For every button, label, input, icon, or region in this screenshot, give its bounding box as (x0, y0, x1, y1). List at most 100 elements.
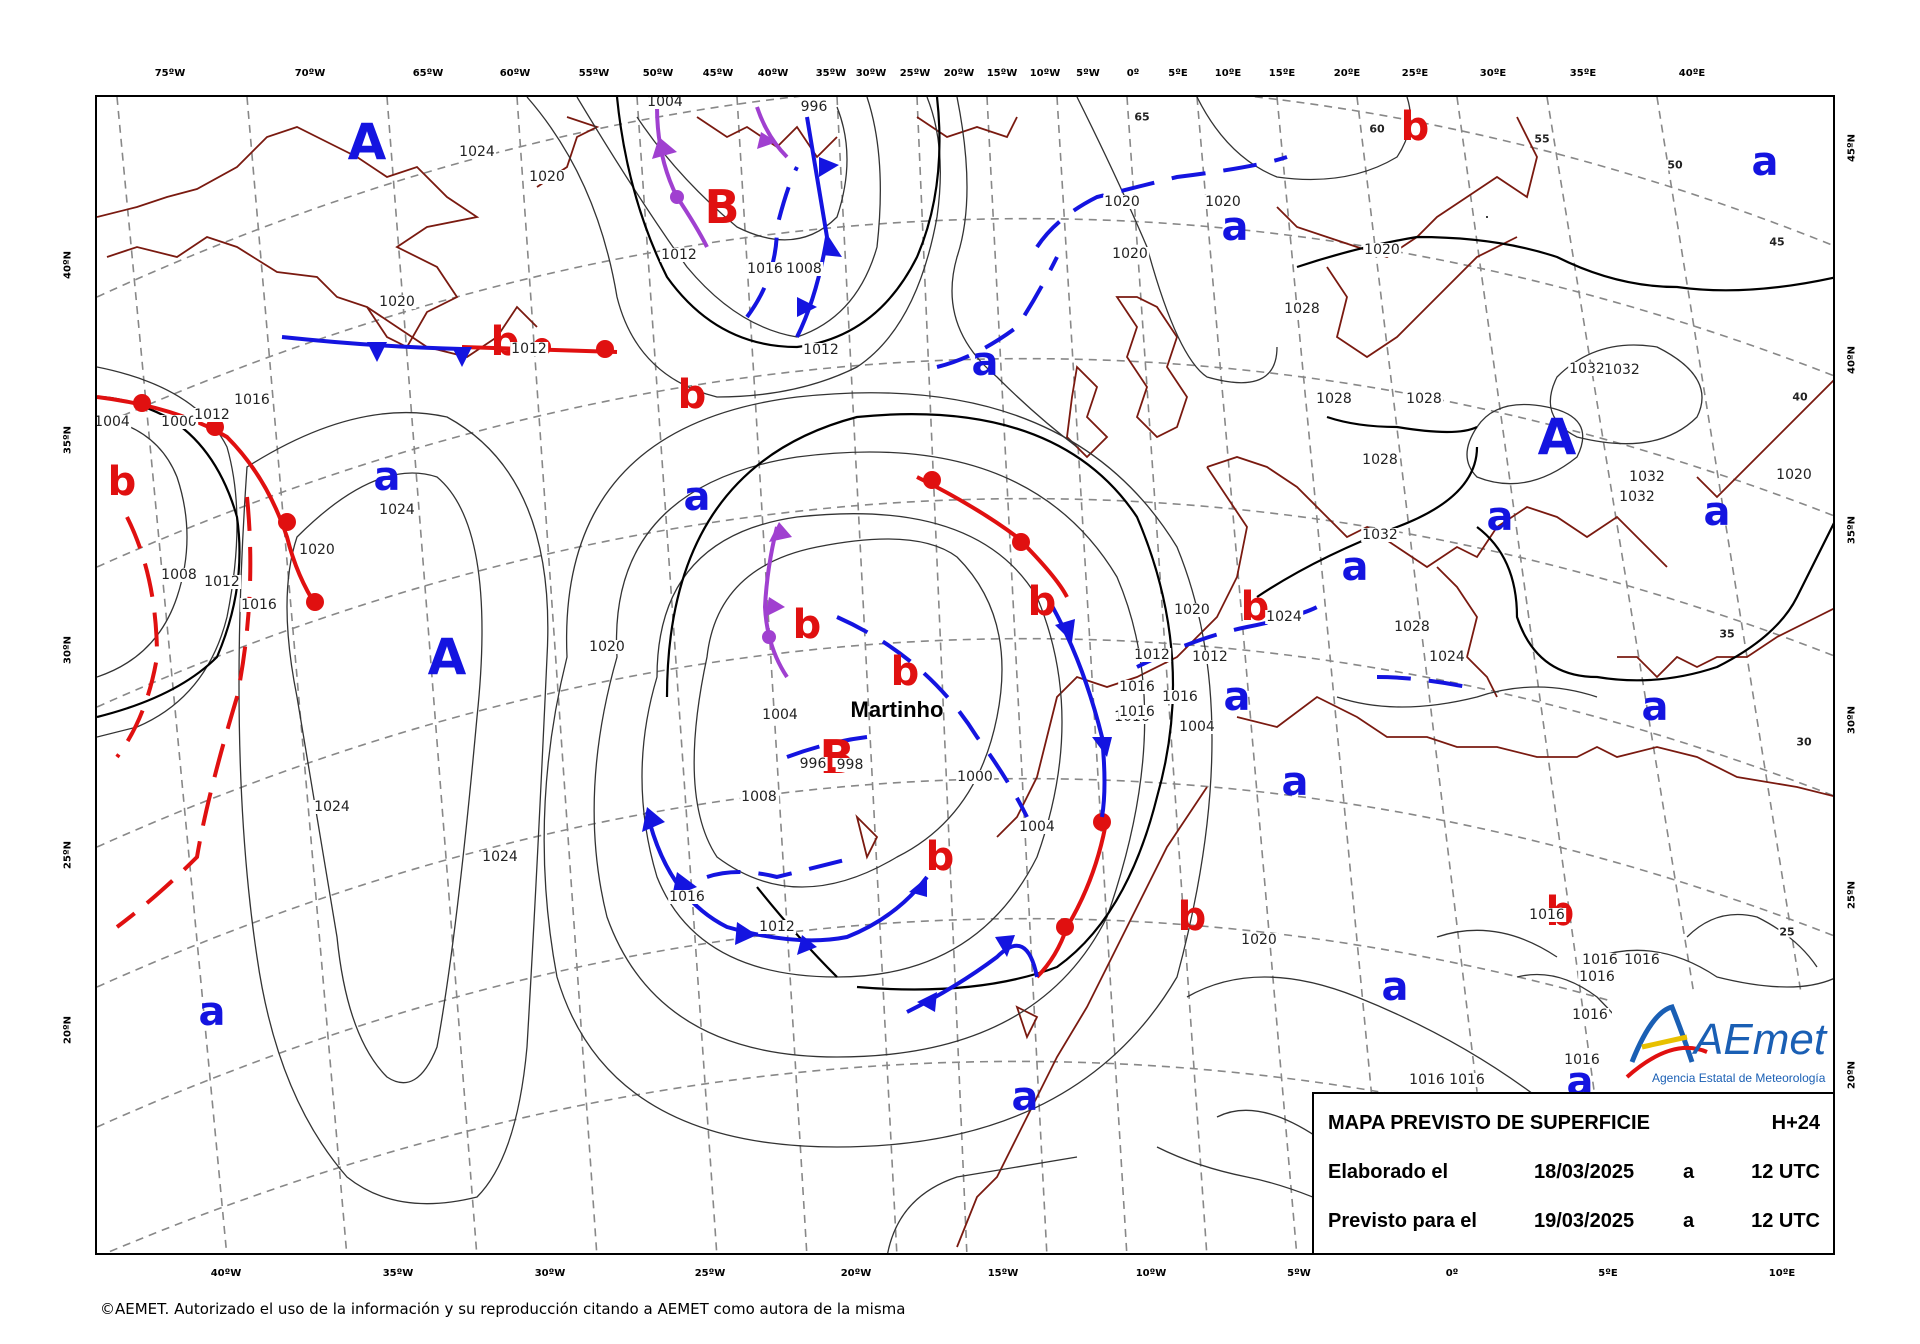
forecast-info-box: MAPA PREVISTO DE SUPERFICIE H+24 Elabora… (1312, 1092, 1833, 1253)
weak-low-label: b (1177, 894, 1207, 940)
high-center-label: A (427, 628, 467, 686)
top-tick-label: 15ºE (1268, 68, 1296, 79)
isobar-value: 1004 (646, 95, 684, 110)
valid-date: 19/03/2025 (1534, 1210, 1635, 1232)
isobar-dots (1486, 216, 1488, 218)
top-tick-label: 65ºW (412, 68, 444, 79)
isobar-value: 1016 (1161, 689, 1199, 705)
top-tick-label: 30ºE (1479, 68, 1507, 79)
right-tick-label: 30ºN (1846, 706, 1858, 734)
isobar-value: 1016 (240, 597, 278, 613)
isobar-value: 1008 (160, 567, 198, 583)
bottom-tick-label: 10ºW (1135, 1268, 1167, 1279)
isobar-value: 1016 (233, 392, 271, 408)
right-tick-label: 20ºN (1846, 1061, 1858, 1089)
right-tick-label: 40ºN (1846, 346, 1858, 374)
top-tick-label: 70ºW (294, 68, 326, 79)
isobar-value: 1032 (1628, 469, 1666, 485)
isobar-value: 1020 (528, 169, 566, 185)
weak-low-label: b (890, 649, 920, 695)
isobar-value: 1020 (1363, 242, 1401, 258)
isobar-value: 1016 (1528, 907, 1566, 923)
top-tick-label: 25ºW (899, 68, 931, 79)
top-tick-label: 45ºW (702, 68, 734, 79)
weak-high-label: a (198, 989, 226, 1035)
isobar-value: 1016 (1118, 704, 1156, 720)
issued-at: a (1683, 1161, 1695, 1183)
weak-high-label: a (971, 339, 999, 385)
high-center-label: A (347, 113, 387, 171)
copyright-notice: ©AEMET. Autorizado el uso de la informac… (100, 1300, 906, 1318)
top-tick-label: 40ºW (757, 68, 789, 79)
left-tick-label: 35ºN (62, 426, 74, 454)
top-tick-label: 35ºE (1569, 68, 1597, 79)
weak-high-label: a (1486, 494, 1514, 540)
right-tick-label: 45ºN (1846, 134, 1858, 162)
bottom-tick-label: 40ºW (210, 1268, 242, 1279)
top-tick-label: 40ºE (1678, 68, 1706, 79)
top-tick-label: 5ºE (1168, 68, 1188, 79)
bottom-tick-label: 15ºW (987, 1268, 1019, 1279)
right-tick-label: 35ºN (1846, 516, 1858, 544)
bottom-tick-label: 30ºW (534, 1268, 566, 1279)
isobar-value: 1020 (588, 639, 626, 655)
weak-high-label: a (1011, 1074, 1039, 1120)
isobar-value: 1016 (668, 889, 706, 905)
isobar-value: 1032 (1603, 362, 1641, 378)
logo-subtitle: Agencia Estatal de Meteorología (1652, 1071, 1826, 1085)
occluded-symbols (652, 132, 792, 644)
map-canvas (97, 97, 1833, 1253)
top-tick-label: 20ºE (1333, 68, 1361, 79)
cold-front-triangles (367, 157, 1112, 1012)
bottom-tick-label: 20ºW (840, 1268, 872, 1279)
bold-isobars (97, 97, 1833, 991)
isobar-value: 1000 (956, 769, 994, 785)
contour-value: 60 (1368, 122, 1386, 136)
isobar-value: 1020 (1103, 194, 1141, 210)
isobar-value: 1008 (785, 261, 823, 277)
surface-map: A A A B B a a a a a a a a a a a a a a a … (95, 95, 1835, 1255)
isobar-value: 1012 (193, 407, 231, 423)
weak-high-label: a (1641, 684, 1669, 730)
troughs (115, 496, 253, 929)
top-tick-label: 25ºE (1401, 68, 1429, 79)
bottom-tick-label: 10ºE (1768, 1268, 1796, 1279)
isobar-value: 1004 (1018, 819, 1056, 835)
isobar-value: 1032 (1568, 361, 1606, 377)
left-tick-label: 20ºN (62, 1016, 74, 1044)
weak-low-label: b (107, 459, 137, 505)
storm-name-label: Martinho (850, 697, 944, 722)
bottom-tick-label: 5ºW (1287, 1268, 1311, 1279)
aemet-logo: AEmet Agencia Estatal de Meteorología (1612, 992, 1833, 1092)
isobar-value: 1012 (510, 341, 548, 357)
isobar-value: 1012 (1191, 649, 1229, 665)
isobar-value: 1032 (1361, 527, 1399, 543)
isobar-value: 1028 (1405, 391, 1443, 407)
isobar-value: 1024 (313, 799, 351, 815)
weak-high-label: a (1281, 759, 1309, 805)
weak-low-label: b (1240, 584, 1270, 630)
weak-low-label: b (925, 834, 955, 880)
isobar-value: 1032 (1618, 489, 1656, 505)
weak-low-label: b (677, 372, 707, 418)
isobar-value: 1024 (1265, 609, 1303, 625)
issued-date: 18/03/2025 (1534, 1161, 1635, 1183)
isobar-value: 1020 (1240, 932, 1278, 948)
top-tick-label: 20ºW (943, 68, 975, 79)
isobar-value: 1016 (1581, 952, 1619, 968)
isobar-value: 1004 (1178, 719, 1216, 735)
left-tick-label: 30ºN (62, 636, 74, 664)
valid-label: Previsto para el (1328, 1210, 1477, 1232)
isobar-value: 1020 (298, 542, 336, 558)
top-tick-label: 10ºW (1029, 68, 1061, 79)
isobar-value: 1012 (802, 342, 840, 358)
top-tick-label: 30ºW (855, 68, 887, 79)
isobar-value: 1020 (1111, 246, 1149, 262)
isobar-value: 1016 (746, 261, 784, 277)
isobar-value: 1004 (761, 707, 799, 723)
isobar-value: 1028 (1283, 301, 1321, 317)
isobar-value: 1016 (1408, 1072, 1446, 1088)
contour-value: 40 (1791, 390, 1809, 404)
contour-value: 35 (1718, 627, 1736, 641)
isobar-value: 1000 (160, 414, 198, 430)
